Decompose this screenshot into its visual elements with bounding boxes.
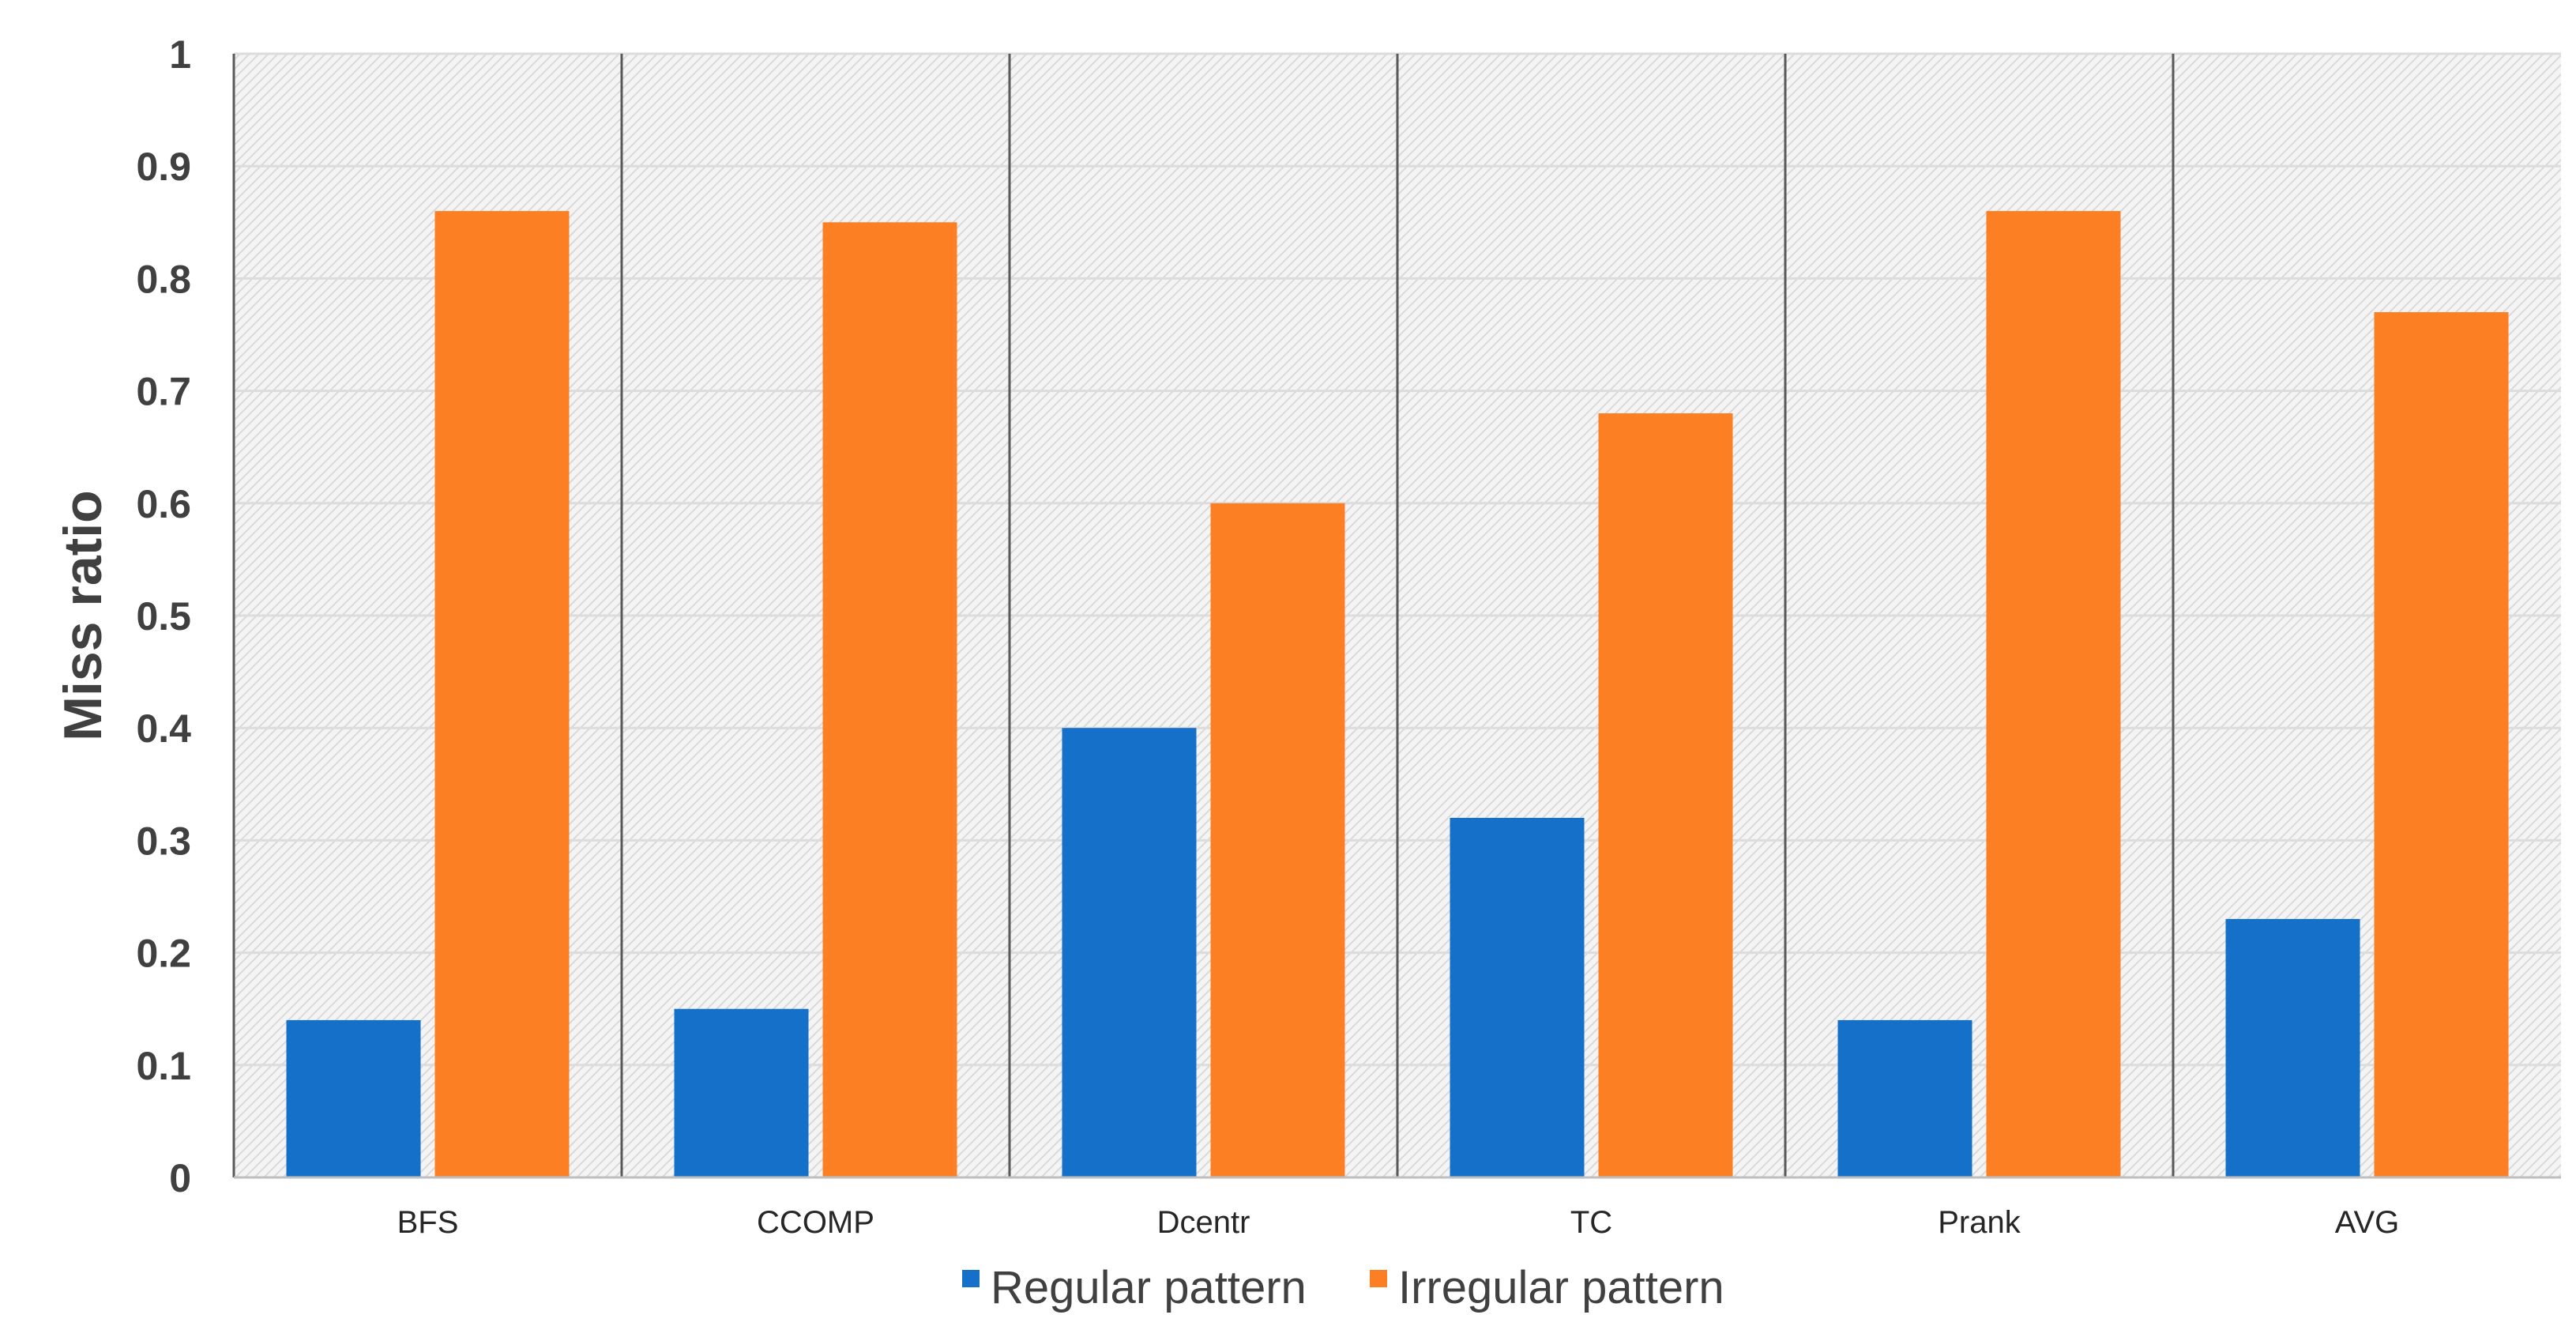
- x-tick-label: Prank: [1938, 1205, 2021, 1240]
- y-tick-label: 0.2: [136, 932, 191, 976]
- x-axis-ticks: BFS CCOMP Dcentr TC Prank AVG: [397, 1205, 2400, 1240]
- y-tick-label: 0.3: [136, 819, 191, 863]
- x-tick-label: Dcentr: [1157, 1205, 1250, 1240]
- category-separators: [232, 54, 2175, 1177]
- y-axis-label: Miss ratio: [53, 490, 113, 740]
- legend-swatch-irregular: [1370, 1270, 1387, 1287]
- y-tick-label: 0: [169, 1156, 191, 1200]
- x-tick-label: AVG: [2335, 1205, 2400, 1240]
- y-axis-ticks: 0 0.1 0.2 0.3 0.4 0.5 0.6 0.7 0.8 0.9 1: [136, 32, 191, 1200]
- x-tick-label: CCOMP: [757, 1205, 874, 1240]
- bar-ccomp-irregular: [822, 222, 957, 1177]
- bar-prank-regular: [1837, 1019, 1972, 1177]
- bar-dcentr-regular: [1062, 728, 1197, 1177]
- bar-tc-irregular: [1598, 413, 1733, 1177]
- bar-avg-irregular: [2374, 312, 2509, 1177]
- bar-avg-regular: [2225, 918, 2360, 1177]
- y-tick-label: 0.6: [136, 482, 191, 526]
- x-tick-label: TC: [1570, 1205, 1612, 1240]
- bar-ccomp-regular: [674, 1008, 809, 1177]
- y-tick-label: 0.9: [136, 145, 191, 189]
- legend: Regular pattern Irregular pattern: [962, 1262, 1724, 1313]
- y-tick-label: 0.7: [136, 370, 191, 414]
- y-tick-label: 0.8: [136, 257, 191, 301]
- bar-dcentr-irregular: [1210, 503, 1345, 1177]
- legend-label-irregular: Irregular pattern: [1398, 1262, 1724, 1313]
- legend-swatch-regular: [962, 1270, 980, 1287]
- y-tick-label: 0.4: [136, 706, 191, 751]
- bar-bfs-irregular: [434, 211, 570, 1178]
- y-tick-label: 0.5: [136, 594, 191, 639]
- y-tick-label: 0.1: [136, 1044, 191, 1088]
- legend-label-regular: Regular pattern: [991, 1262, 1307, 1313]
- x-tick-label: BFS: [397, 1205, 459, 1240]
- bar-tc-regular: [1450, 817, 1585, 1177]
- bar-bfs-regular: [286, 1019, 421, 1177]
- bar-prank-irregular: [1986, 211, 2121, 1178]
- y-tick-label: 1: [169, 32, 191, 77]
- bars: [286, 211, 2509, 1178]
